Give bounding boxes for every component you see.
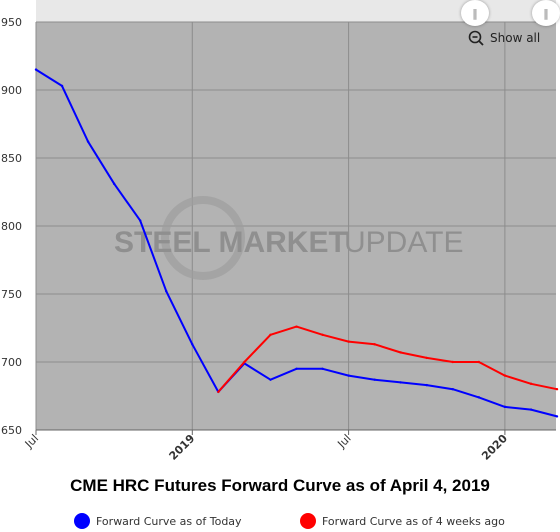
y-tick-label: 750 — [1, 288, 22, 301]
navigator-strip[interactable] — [36, 0, 556, 22]
y-tick-label: 650 — [1, 424, 22, 437]
x-tick-label: 2020 — [479, 432, 510, 463]
data-point[interactable] — [529, 382, 533, 385]
y-tick-label: 800 — [1, 220, 22, 233]
series-line-1[interactable] — [217, 325, 558, 393]
data-point[interactable] — [217, 390, 220, 394]
data-point[interactable] — [373, 378, 376, 381]
legend-label: Forward Curve as of Today — [96, 514, 242, 528]
data-point[interactable] — [165, 290, 168, 293]
data-point[interactable] — [399, 351, 402, 354]
data-point[interactable] — [347, 374, 350, 377]
data-point[interactable] — [529, 408, 533, 411]
navigator-handle-right[interactable]: ‖ — [532, 0, 560, 26]
data-point[interactable] — [60, 84, 64, 88]
data-point[interactable] — [269, 378, 272, 381]
legend-label: Forward Curve as of 4 weeks ago — [322, 514, 505, 528]
watermark-ring-icon — [161, 196, 245, 280]
navigator-handle-left[interactable]: ‖ — [461, 0, 489, 26]
data-point[interactable] — [112, 182, 116, 186]
data-point[interactable] — [477, 396, 481, 399]
y-tick-label: 850 — [1, 152, 22, 165]
data-point[interactable] — [139, 219, 142, 222]
data-point[interactable] — [425, 356, 428, 360]
x-tick-label: Jul — [22, 432, 41, 451]
data-point[interactable] — [373, 343, 376, 346]
data-point[interactable] — [555, 388, 559, 391]
data-point[interactable] — [86, 140, 90, 143]
data-point[interactable] — [451, 360, 454, 364]
legend-marker — [74, 513, 90, 529]
data-point[interactable] — [191, 343, 194, 346]
data-point[interactable] — [503, 374, 507, 377]
legend-item-4-weeks-ago[interactable]: Forward Curve as of 4 weeks ago — [300, 513, 505, 529]
data-point[interactable] — [451, 388, 454, 391]
chart-title: CME HRC Futures Forward Curve as of Apri… — [70, 476, 490, 495]
data-point[interactable] — [503, 405, 507, 409]
show-all-button[interactable]: Show all — [468, 30, 540, 46]
x-tick-label: 2019 — [167, 432, 198, 463]
data-point[interactable] — [477, 360, 481, 364]
data-point[interactable] — [321, 367, 324, 370]
data-point[interactable] — [243, 360, 246, 364]
data-point[interactable] — [34, 68, 38, 71]
data-point[interactable] — [295, 367, 298, 370]
show-all-label: Show all — [490, 31, 541, 45]
series-layer — [34, 68, 559, 418]
zoom-out-icon — [468, 30, 484, 46]
watermark-light-text: UPDATE — [344, 226, 463, 259]
data-point[interactable] — [295, 325, 298, 328]
y-tick-label: 950 — [1, 16, 22, 29]
legend-item-today[interactable]: Forward Curve as of Today — [74, 513, 242, 529]
legend-marker — [300, 513, 316, 529]
drag-handle-icon: ‖ — [472, 6, 478, 20]
data-point[interactable] — [347, 340, 350, 343]
data-point[interactable] — [555, 415, 559, 418]
data-point[interactable] — [425, 383, 428, 387]
x-tick-label: Jul — [334, 432, 353, 451]
data-point[interactable] — [321, 333, 324, 336]
watermark-logo: STEEL MARKET UPDATE — [114, 196, 463, 280]
drag-handle-icon: ‖ — [543, 6, 549, 20]
data-point[interactable] — [399, 381, 402, 384]
data-point[interactable] — [269, 333, 272, 336]
y-tick-label: 700 — [1, 356, 22, 369]
y-tick-label: 900 — [1, 84, 22, 97]
